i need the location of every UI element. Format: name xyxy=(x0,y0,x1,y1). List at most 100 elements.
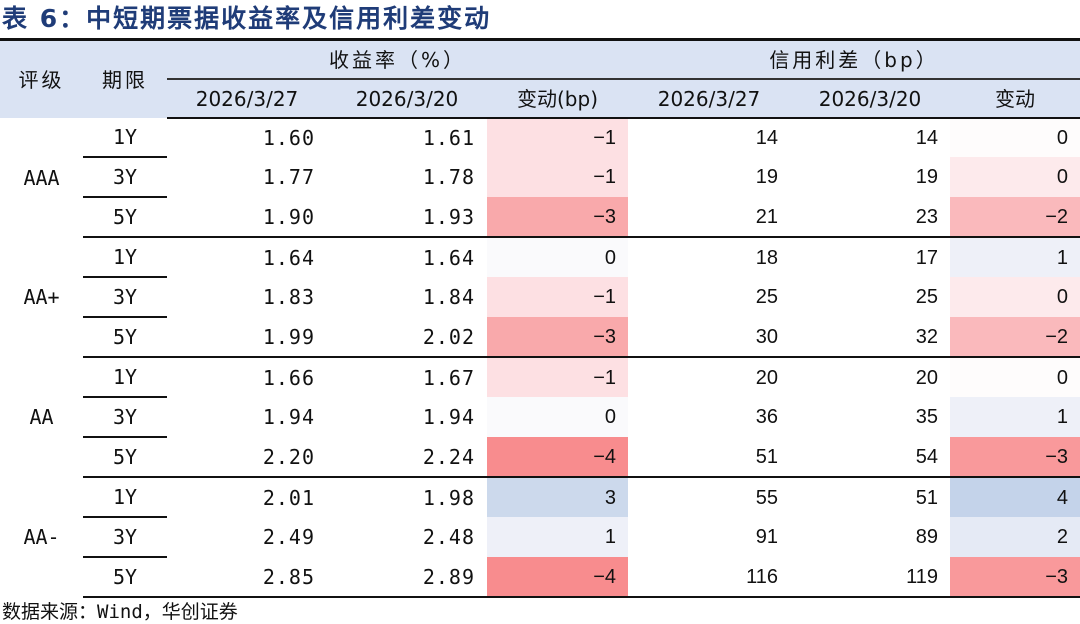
yield-change-cell: 0 xyxy=(487,237,628,277)
table-row: 5Y 2.85 2.89 −4 116 119 −3 xyxy=(0,557,1080,598)
table-row: AA 1Y 1.66 1.67 −1 20 20 0 xyxy=(0,357,1080,429)
yield-date2-cell: 2.02 xyxy=(327,317,487,358)
spread-date1-cell: 55 xyxy=(755,486,778,509)
header-yield-group: 收益率（%） xyxy=(167,38,628,80)
yield-change-cell: 1 xyxy=(487,517,628,557)
yield-date2-cell: 1.64 xyxy=(422,245,475,270)
yield-date2-cell: 2.89 xyxy=(327,557,487,598)
yield-change-cell: 3 xyxy=(487,477,628,517)
yield-change-cell: −1 xyxy=(487,357,628,397)
spread-change-cell: 1 xyxy=(950,397,1080,437)
spread-date1-cell: 36 xyxy=(755,406,778,428)
table-row: 3Y 1.94 1.94 0 36 35 1 xyxy=(0,397,1080,438)
tenor-cell: 5Y xyxy=(83,197,167,238)
yield-date1-cell: 1.90 xyxy=(167,197,327,238)
yield-date2-cell: 1.67 xyxy=(422,365,475,390)
yield-change-cell: −1 xyxy=(487,157,628,197)
spread-date1-cell: 20 xyxy=(755,366,778,389)
spread-change-cell: 0 xyxy=(950,277,1080,317)
spread-change-cell: 4 xyxy=(950,477,1080,517)
spread-change-cell: −2 xyxy=(950,317,1080,358)
yield-date2-cell: 1.84 xyxy=(422,285,475,309)
table-title: 表 6：中短期票据收益率及信用利差变动 xyxy=(2,4,492,33)
tenor-cell: 1Y xyxy=(83,237,167,278)
yield-date2-cell: 1.78 xyxy=(422,165,475,189)
table-row: 3Y 2.49 2.48 1 91 89 2 xyxy=(0,517,1080,558)
source-note: 数据来源：Wind，华创证券 xyxy=(2,601,238,623)
yield-change-cell: −3 xyxy=(487,317,628,358)
spread-date2-cell: 32 xyxy=(790,317,950,358)
table-row: 3Y 1.77 1.78 −1 19 19 0 xyxy=(0,157,1080,198)
yield-date1-cell: 2.20 xyxy=(167,437,327,478)
spread-change-cell: −3 xyxy=(950,437,1080,478)
header-tenor: 期限 xyxy=(83,38,167,118)
yield-change-cell: −4 xyxy=(487,437,628,478)
table-row: AAA 1Y 1.60 1.61 −1 14 14 0 xyxy=(0,118,1080,190)
header-spread-change: 变动 xyxy=(950,79,1080,119)
spread-date2-cell: 20 xyxy=(915,366,938,389)
tenor-cell: 3Y xyxy=(83,397,167,438)
header-spread-group: 信用利差（bp） xyxy=(628,38,1080,80)
spread-date1-cell: 116 xyxy=(628,557,790,598)
yield-change-cell: 0 xyxy=(487,397,628,437)
table-row: 5Y 1.90 1.93 −3 21 23 −2 xyxy=(0,197,1080,238)
spread-date2-cell: 51 xyxy=(915,486,938,509)
spread-date2-cell: 23 xyxy=(790,197,950,238)
tenor-cell: 1Y xyxy=(83,357,167,398)
spread-date2-cell: 119 xyxy=(790,557,950,598)
yield-date2-cell: 1.98 xyxy=(422,485,475,510)
yield-date2-cell: 1.94 xyxy=(422,405,475,429)
yield-date2-cell: 1.93 xyxy=(327,197,487,238)
spread-change-cell: −2 xyxy=(950,197,1080,238)
spread-date2-cell: 54 xyxy=(790,437,950,478)
rating-cell: AA- xyxy=(23,525,60,549)
tenor-cell: 5Y xyxy=(83,437,167,478)
yield-date1-cell: 2.85 xyxy=(167,557,327,598)
spread-date1-cell: 25 xyxy=(755,286,778,308)
yield-date2-cell: 1.61 xyxy=(422,126,475,150)
header-spread-date2: 2026/3/20 xyxy=(790,79,950,119)
yield-date1-cell: 2.01 xyxy=(262,485,315,510)
header-yield-change: 变动(bp) xyxy=(487,79,628,119)
spread-change-cell: 1 xyxy=(950,237,1080,277)
spread-date1-cell: 19 xyxy=(755,166,778,188)
header-rating: 评级 xyxy=(0,38,83,118)
table-row: 5Y 2.20 2.24 −4 51 54 −3 xyxy=(0,437,1080,478)
tenor-cell: 3Y xyxy=(83,517,167,558)
spread-change-cell: −3 xyxy=(950,557,1080,598)
tenor-cell: 1Y xyxy=(83,118,167,158)
tenor-cell: 3Y xyxy=(83,277,167,318)
yield-spread-table: 评级 期限 收益率（%） 信用利差（bp） 2026/3/27 2026/3/2… xyxy=(0,38,1080,598)
spread-date1-cell: 18 xyxy=(755,246,778,269)
yield-date2-cell: 2.48 xyxy=(422,525,475,549)
yield-change-cell: −1 xyxy=(487,118,628,157)
spread-date2-cell: 17 xyxy=(915,246,938,269)
yield-date1-cell: 2.49 xyxy=(262,525,315,549)
spread-change-cell: 0 xyxy=(950,357,1080,397)
spread-change-cell: 0 xyxy=(950,157,1080,197)
table-row: 3Y 1.83 1.84 −1 25 25 0 xyxy=(0,277,1080,318)
spread-date2-cell: 89 xyxy=(915,526,938,548)
yield-date2-cell: 2.24 xyxy=(327,437,487,478)
yield-date1-cell: 1.83 xyxy=(262,285,315,309)
header-spread-date1: 2026/3/27 xyxy=(628,79,790,119)
rating-cell: AA xyxy=(29,405,54,429)
tenor-cell: 5Y xyxy=(83,317,167,358)
yield-date1-cell: 1.66 xyxy=(262,365,315,390)
yield-date1-cell: 1.64 xyxy=(262,245,315,270)
table-row: 5Y 1.99 2.02 −3 30 32 −2 xyxy=(0,317,1080,358)
spread-date1-cell: 30 xyxy=(628,317,790,358)
spread-date2-cell: 14 xyxy=(915,127,938,149)
yield-date1-cell: 1.60 xyxy=(262,126,315,150)
yield-date1-cell: 1.77 xyxy=(262,165,315,189)
spread-change-cell: 2 xyxy=(950,517,1080,557)
yield-date1-cell: 1.99 xyxy=(167,317,327,358)
yield-date1-cell: 1.94 xyxy=(262,405,315,429)
tenor-cell: 3Y xyxy=(83,157,167,198)
header-yield-date1: 2026/3/27 xyxy=(167,79,327,119)
spread-date1-cell: 91 xyxy=(755,526,778,548)
spread-date1-cell: 14 xyxy=(755,127,778,149)
spread-date2-cell: 25 xyxy=(915,286,938,308)
spread-date2-cell: 35 xyxy=(915,406,938,428)
spread-date2-cell: 19 xyxy=(915,166,938,188)
